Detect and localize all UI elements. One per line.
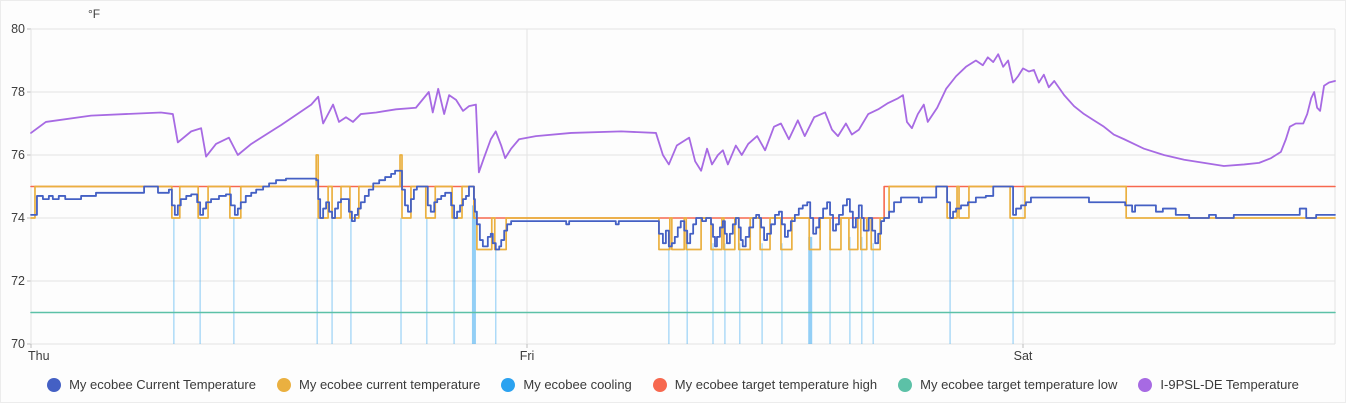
legend-color-dot-i-9psl-de-temperature: [1138, 377, 1153, 392]
legend-color-dot-my-ecobee-current-temperature: [277, 377, 291, 392]
legend-item-my-ecobee-current-temperature[interactable]: My ecobee Current Temperature: [47, 377, 256, 392]
y-tick-label: 74: [11, 211, 25, 225]
x-tick-label: Fri: [520, 349, 535, 363]
x-tick-label: Thu: [28, 349, 50, 363]
legend-label: I-9PSL-DE Temperature: [1160, 377, 1299, 392]
series-my-ecobee-cooling: [173, 205, 1014, 344]
legend-color-dot-my-ecobee-current-temperature: [47, 377, 62, 392]
legend-item-i-9psl-de-temperature[interactable]: I-9PSL-DE Temperature: [1138, 377, 1299, 392]
y-tick-label: 72: [11, 274, 25, 288]
chart-legend: My ecobee Current Temperature My ecobee c…: [1, 367, 1345, 402]
legend-item-my-ecobee-target-temperature-low[interactable]: My ecobee target temperature low: [898, 377, 1117, 392]
legend-color-dot-my-ecobee-target-temperature-high: [652, 377, 667, 392]
legend-item-my-ecobee-current-temperature[interactable]: My ecobee current temperature: [277, 377, 480, 392]
y-tick-label: 76: [11, 148, 25, 162]
legend-label: My ecobee Current Temperature: [69, 377, 256, 392]
series-my-ecobee-current-temperature: [30, 169, 1336, 251]
y-tick-label: 70: [11, 337, 25, 351]
chart-area: 80 78 76 74 72 70 Thu Fri Sat °F: [1, 1, 1345, 367]
legend-color-dot-my-ecobee-target-temperature-low: [898, 377, 913, 392]
series-i-9psl-de-temperature: [30, 53, 1336, 174]
x-tick-label: Sat: [1014, 349, 1033, 363]
y-axis: 80 78 76 74 72 70: [11, 22, 1335, 351]
y-tick-label: 78: [11, 85, 25, 99]
legend-label: My ecobee current temperature: [299, 377, 481, 392]
series-path: [30, 169, 1336, 251]
y-tick-label: 80: [11, 22, 25, 36]
legend-item-my-ecobee-cooling[interactable]: My ecobee cooling: [501, 377, 632, 392]
legend-color-dot-my-ecobee-cooling: [501, 377, 516, 392]
legend-label: My ecobee target temperature low: [920, 377, 1118, 392]
legend-label: My ecobee cooling: [523, 377, 632, 392]
legend-item-my-ecobee-target-temperature-high[interactable]: My ecobee target temperature high: [652, 377, 878, 392]
y-axis-unit-label: °F: [88, 7, 100, 21]
legend-label: My ecobee target temperature high: [674, 377, 878, 392]
series-path: [30, 53, 1336, 174]
